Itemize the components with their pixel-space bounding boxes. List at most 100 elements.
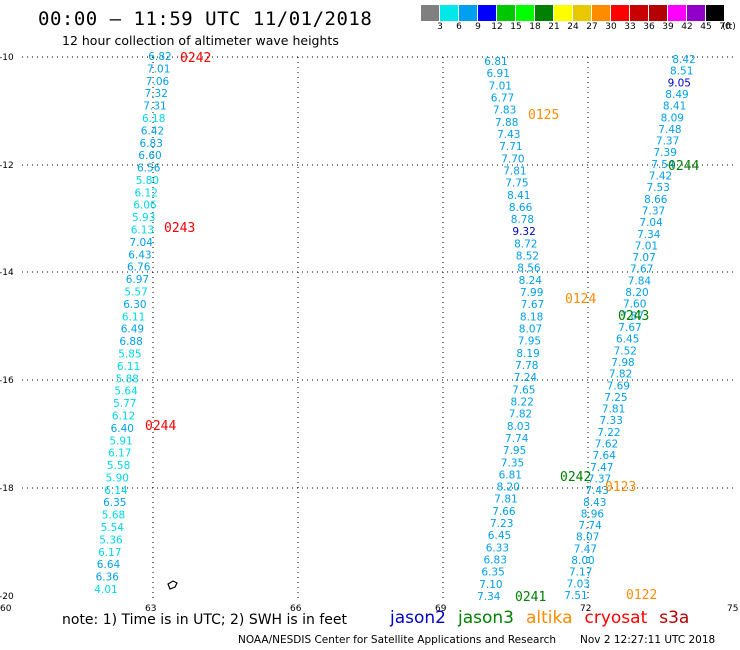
x-tick-labels: 60 63 66 69 72 75: [0, 604, 738, 614]
wave-height-value: 7.67: [630, 264, 653, 276]
wave-height-value: 6.60: [138, 150, 161, 162]
wave-height-value: 7.52: [614, 345, 637, 357]
pass-label: 0242: [560, 470, 591, 485]
wave-height-value: 7.47: [574, 543, 597, 555]
x-tick-label: 75: [727, 604, 738, 614]
wave-height-value: 7.74: [578, 520, 602, 532]
wave-height-value: 7.81: [602, 404, 625, 416]
wave-height-value: 7.87: [621, 310, 644, 322]
wave-height-value: 8.51: [670, 66, 693, 78]
y-tick-label: -18: [0, 484, 14, 494]
satellite-legend-item: jason2: [390, 608, 446, 628]
wave-height-value: 6.83: [140, 138, 163, 150]
wave-height-value: 8.43: [583, 497, 606, 509]
wave-height-value: 7.39: [654, 147, 677, 159]
wave-height-value: 7.25: [604, 392, 627, 404]
pass-label: 0244: [145, 419, 176, 434]
satellite-legend-item: jason3: [458, 608, 514, 628]
wave-height-value: 7.34: [637, 229, 661, 241]
wave-height-value: 7.82: [609, 369, 632, 381]
wave-height-value: 7.42: [649, 171, 672, 183]
colorbar-label: 42: [681, 22, 693, 32]
colorbar-label: 36: [643, 22, 655, 32]
wave-height-value: 8.66: [644, 194, 668, 206]
wave-height-value: 6.11: [117, 361, 140, 373]
wave-height-value: 7.47: [590, 462, 613, 474]
wave-height-value: 7.95: [518, 336, 541, 348]
wave-height-value: 5.88: [116, 373, 139, 385]
wave-height-value: 6.76: [127, 262, 151, 274]
wave-height-value: 7.03: [567, 578, 590, 590]
wave-height-value: 6.97: [126, 274, 149, 286]
y-tick-label: -12: [0, 161, 14, 171]
wave-height-value: 8.41: [507, 190, 530, 202]
pass-label: 0241: [515, 590, 546, 605]
page-subtitle: 12 hour collection of altimeter wave hei…: [62, 33, 339, 48]
island-shape: [167, 580, 178, 590]
wave-height-value: 7.84: [628, 275, 652, 287]
wave-height-value: 6.18: [142, 113, 165, 125]
wave-height-value: 8.07: [576, 532, 599, 544]
colorbar-swatch: [440, 5, 459, 21]
wave-height-value: 8.24: [519, 275, 543, 287]
pass-label: 0123: [605, 480, 636, 495]
colorbar: [421, 5, 725, 22]
wave-height-value: 7.71: [499, 141, 522, 153]
wave-height-value: 7.01: [635, 240, 658, 252]
colorbar-swatch: [535, 5, 554, 21]
wave-height-value: 7.65: [512, 384, 535, 396]
colorbar-label: 9: [475, 22, 481, 32]
wave-height-value: 6.11: [122, 311, 145, 323]
wave-height-value: 7.81: [503, 165, 526, 177]
colorbar-label: 39: [662, 22, 674, 32]
page-title: 00:00 – 11:59 UTC 11/01/2018: [38, 8, 373, 30]
wave-height-value: 6.56: [137, 163, 161, 175]
colorbar-label: 6: [456, 22, 462, 32]
wave-height-value: 7.69: [607, 380, 630, 392]
wave-height-value: 6.45: [488, 530, 511, 542]
wave-height-value: 7.22: [597, 427, 620, 439]
x-tick-label: 69: [435, 604, 447, 614]
pass-labels: 0242 0243 0244 0125 0124 0123 0122 0244 0243 0242…: [145, 51, 699, 605]
colorbar-swatch: [706, 5, 725, 21]
colorbar-label: 3: [437, 22, 443, 32]
wave-height-value: 6.88: [119, 336, 142, 348]
wave-height-value: 6.35: [481, 567, 504, 579]
wave-height-value: 6.14: [104, 485, 128, 497]
pass-label: 0242: [180, 51, 211, 66]
satellite-legend-item: altika: [526, 608, 573, 628]
wave-height-value: 5.93: [132, 212, 155, 224]
wave-height-value: 6.83: [484, 555, 507, 567]
wave-height-value: 5.57: [124, 287, 147, 299]
wave-height-value: 7.23: [490, 518, 513, 530]
wave-height-value: 8.49: [665, 89, 688, 101]
wave-height-value: 8.41: [663, 101, 686, 113]
colorbar-labels: 3 6 9 12 15 18 21 24 27 30 33 36 39 42 45 70 (ft): [421, 22, 740, 34]
x-tick-label: 60: [0, 604, 12, 614]
colorbar-label: 33: [624, 22, 636, 32]
wave-height-value: 7.10: [479, 579, 502, 591]
wave-height-value: 7.62: [595, 439, 618, 451]
colorbar-swatch: [573, 5, 592, 21]
wave-height-value: 5.64: [114, 386, 138, 398]
wave-height-value: 8.78: [511, 214, 534, 226]
wave-height-value: 7.17: [569, 567, 592, 579]
colorbar-swatch: [592, 5, 611, 21]
x-tick-label: 72: [580, 604, 591, 614]
wave-height-value: 7.43: [497, 129, 520, 141]
wave-height-value: 6.82: [148, 51, 171, 63]
footnote: note: 1) Time is in UTC; 2) SWH is in fe…: [62, 612, 348, 628]
wave-height-value: 5.77: [113, 398, 136, 410]
colorbar-swatch: [459, 5, 478, 21]
wave-height-value: 6.13: [131, 225, 154, 237]
satellite-legend-item: s3a: [659, 608, 690, 628]
wave-height-value: 8.56: [517, 263, 541, 275]
wave-height-value: 6.12: [112, 411, 135, 423]
colorbar-label: (ft): [722, 22, 736, 32]
y-tick-label: -10: [0, 53, 14, 63]
colorbar-label: 18: [529, 22, 541, 32]
colorbar-label: 15: [510, 22, 522, 32]
wave-height-value: 7.51: [564, 590, 587, 602]
pass-label: 0124: [565, 292, 596, 307]
wave-height-value: 7.37: [656, 136, 679, 148]
